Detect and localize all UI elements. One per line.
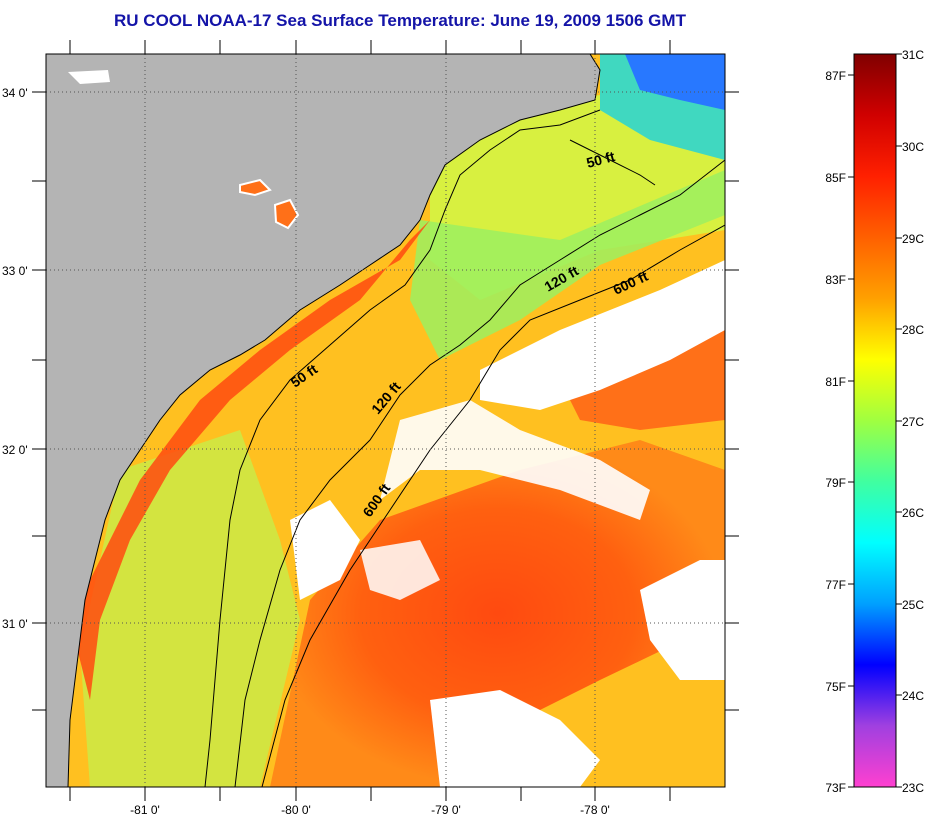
celsius-label-31: 31C [902, 48, 924, 62]
fahrenheit-label-73: 73F [825, 781, 846, 795]
lat-label-31: 31 0' [2, 617, 28, 631]
celsius-label-25: 25C [902, 598, 924, 612]
inland-lake-1 [239, 178, 272, 197]
celsius-label-28: 28C [902, 323, 924, 337]
fahrenheit-label-83: 83F [825, 273, 846, 287]
lon-label-79: -79 0' [431, 803, 461, 817]
lat-label-32: 32 0' [2, 443, 28, 457]
celsius-label-24: 24C [902, 689, 924, 703]
celsius-label-27: 27C [902, 415, 924, 429]
contour-50ft [204, 109, 601, 787]
cool-band-water [410, 170, 725, 360]
fahrenheit-label-87: 87F [825, 69, 846, 83]
celsius-label-29: 29C [902, 232, 924, 246]
northeast-cold-core [625, 54, 725, 110]
celsius-label-23: 23C [902, 781, 924, 795]
fahrenheit-label-81: 81F [825, 375, 846, 389]
map-title: RU COOL NOAA-17 Sea Surface Temperature:… [114, 11, 686, 30]
contour-600ft [261, 224, 725, 787]
fahrenheit-label-85: 85F [825, 171, 846, 185]
cloud-band-mid [380, 400, 650, 520]
lon-label-78: -78 0' [580, 803, 610, 817]
gulf-stream-core [270, 440, 725, 787]
lon-label-80: -80 0' [281, 803, 311, 817]
map-frame [45, 53, 726, 788]
coastline [67, 54, 601, 787]
lat-label-33: 33 0' [2, 264, 28, 278]
cloud-offshore [480, 260, 725, 410]
lon-label-81: -81 0' [130, 803, 160, 817]
cloud-west [290, 500, 360, 600]
lat-label-34: 34 0' [2, 86, 28, 100]
contour-50ft-north [569, 139, 656, 186]
cloud-south [430, 690, 600, 787]
map-ticks [32, 40, 739, 801]
land-mainland [46, 54, 600, 787]
cloud-east-patch [360, 540, 440, 600]
fahrenheit-label-79: 79F [825, 476, 846, 490]
fahrenheit-label-75: 75F [825, 680, 846, 694]
cloud-southeast [640, 560, 725, 680]
fahrenheit-label-77: 77F [825, 578, 846, 592]
contour-label-50ft-north: 50 ft [585, 148, 617, 171]
colorbar-scale [853, 53, 897, 788]
celsius-label-30: 30C [902, 140, 924, 154]
colorbar-ticks [848, 53, 902, 788]
inland-lake-2 [273, 198, 300, 230]
contour-120ft [234, 159, 725, 787]
inland-lake-3 [68, 70, 110, 84]
celsius-label-26: 26C [902, 506, 924, 520]
